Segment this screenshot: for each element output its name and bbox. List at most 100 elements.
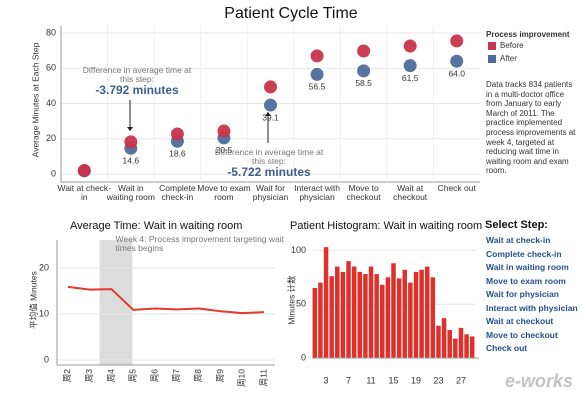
- y-axis-label: 平均值 Minutes: [28, 271, 38, 329]
- bar: [396, 278, 402, 358]
- bar: [346, 261, 351, 358]
- x-tick-label: 周7: [171, 369, 181, 383]
- x-tick-label: Complete check-in: [159, 183, 196, 203]
- bar: [340, 271, 346, 358]
- y-tick-label: 80: [46, 27, 56, 37]
- x-tick-label: Interact with physician: [294, 183, 340, 203]
- y-tick-label: 20: [39, 262, 49, 272]
- bar: [329, 276, 334, 358]
- bar: [458, 327, 464, 358]
- step-option[interactable]: Wait in waiting room: [486, 263, 569, 272]
- bar: [419, 269, 424, 358]
- y-tick-label: 50: [296, 299, 306, 309]
- x-tick-label: 周9: [215, 369, 225, 383]
- dot: [264, 80, 277, 94]
- dot: [77, 163, 91, 177]
- dot: [450, 34, 464, 48]
- value-label: 64.0: [448, 68, 465, 78]
- y-tick-label: 0: [44, 354, 49, 364]
- x-tick-label: 27: [456, 375, 466, 385]
- chart-title: Patient Cycle Time: [224, 5, 357, 22]
- step-option[interactable]: Move to checkout: [486, 330, 558, 340]
- x-tick-label: Move to checkout: [346, 183, 381, 203]
- x-tick-label: 7: [346, 375, 351, 385]
- bar: [335, 266, 340, 358]
- x-tick-label: 周4: [106, 369, 116, 383]
- bar: [374, 274, 379, 358]
- bar: [402, 269, 407, 358]
- arrow-head: [265, 112, 271, 116]
- x-tick-label: Wait at check-in: [57, 183, 112, 203]
- step-option[interactable]: Complete check-in: [486, 249, 562, 259]
- dot: [450, 54, 464, 68]
- x-tick-label: 11: [366, 375, 375, 385]
- bar: [318, 282, 323, 358]
- bar: [436, 325, 441, 358]
- x-tick-label: 周6: [149, 369, 159, 383]
- y-tick-label: 10: [39, 308, 49, 318]
- y-tick-label: 20: [46, 133, 56, 143]
- x-tick-label: Wait for physician: [252, 183, 289, 203]
- bar: [447, 330, 452, 358]
- x-tick-label: 19: [411, 375, 421, 385]
- value-label: 14.6: [123, 156, 140, 166]
- legend-title: Process improvement: [486, 30, 570, 39]
- dot: [217, 124, 231, 138]
- bar: [413, 271, 419, 358]
- watermark: e-works: [505, 371, 574, 391]
- value-label: 20.5: [216, 145, 233, 155]
- annotation-text: Difference in average time at this step:: [82, 65, 192, 85]
- select-title: Select Step:: [485, 219, 548, 231]
- legend-label: After: [500, 54, 517, 63]
- annotation: Week 4: Process improvement targeting wa…: [115, 234, 285, 254]
- dot: [170, 127, 184, 141]
- step-option[interactable]: Check out: [486, 344, 528, 353]
- x-tick-label: 3: [324, 375, 329, 385]
- x-tick-label: 23: [433, 375, 443, 385]
- note: Data tracks 834 patients in a multi-doct…: [486, 80, 576, 176]
- legend-label: Before: [500, 41, 524, 50]
- y-tick-label: 60: [46, 63, 56, 73]
- bar: [368, 266, 374, 358]
- line: [67, 285, 265, 315]
- bar: [464, 334, 469, 358]
- x-tick-label: 周10: [237, 369, 247, 387]
- y-tick-label: 0: [51, 168, 56, 178]
- x-tick-label: Check out: [437, 183, 476, 193]
- bar: [408, 282, 413, 358]
- y-tick-label: 0: [301, 352, 306, 362]
- dot: [264, 98, 277, 112]
- dot: [357, 64, 371, 78]
- step-option[interactable]: Move to exam room: [486, 276, 566, 286]
- y-tick-label: 100: [291, 245, 306, 255]
- x-tick-label: 周2: [62, 369, 72, 383]
- bar: [441, 318, 447, 358]
- chart-title: Average Time: Wait in waiting room: [70, 220, 242, 232]
- step-option[interactable]: Wait for physician: [486, 290, 559, 299]
- dot: [310, 67, 324, 81]
- annotation-text: Difference in average time at this step:: [214, 147, 324, 167]
- dot: [124, 135, 138, 149]
- bar: [385, 277, 391, 358]
- y-tick-label: 40: [46, 98, 56, 108]
- x-tick-label: 周8: [193, 369, 203, 383]
- x-tick-label: Wait in waiting room: [106, 183, 155, 203]
- x-tick-label: 周5: [128, 369, 138, 383]
- step-option[interactable]: Interact with physician: [486, 303, 578, 313]
- dot: [310, 49, 324, 63]
- x-tick-label: 15: [388, 375, 398, 385]
- bar: [351, 266, 357, 358]
- x-tick-label: 周11: [258, 369, 268, 387]
- value-label: 56.5: [309, 82, 326, 92]
- value-label: 58.5: [355, 78, 372, 88]
- highlight-band: [99, 240, 133, 365]
- step-option[interactable]: Wait at checkout: [486, 317, 554, 326]
- y-axis-label: Minutes 计数: [286, 275, 296, 325]
- x-tick-label: 周3: [84, 369, 94, 383]
- step-option[interactable]: Wait at check-in: [486, 236, 551, 245]
- bar: [312, 288, 318, 358]
- dot: [357, 44, 371, 58]
- arrow-head: [127, 127, 133, 131]
- value-label: 18.6: [169, 148, 186, 158]
